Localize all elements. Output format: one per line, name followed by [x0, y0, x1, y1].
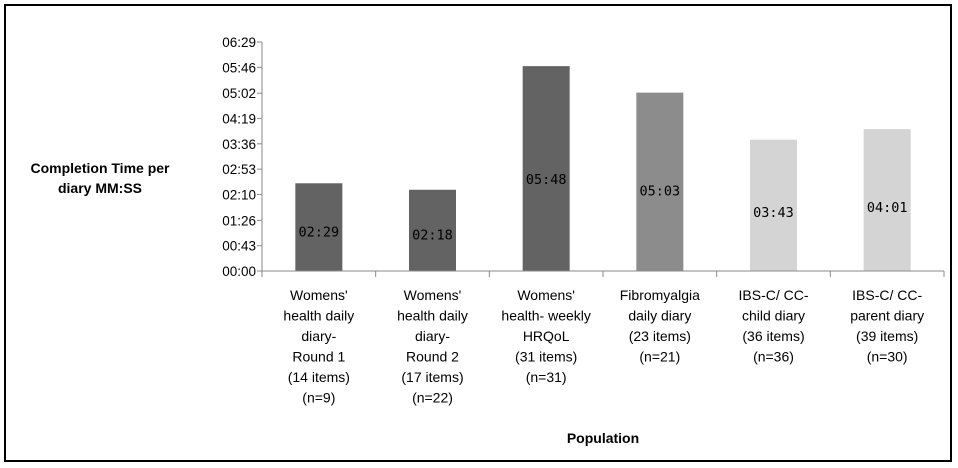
y-axis-title-line: Completion Time per [31, 160, 171, 176]
y-axis-title: Completion Time per diary MM:SS [31, 160, 171, 196]
y-tick-label: 00:43 [222, 239, 256, 254]
bar-value-label: 02:29 [299, 225, 340, 241]
y-tick-label: 03:36 [222, 137, 256, 152]
x-axis [261, 270, 945, 277]
x-category-label: Womens' health daily diary-Round 1 (14 item… [283, 287, 354, 406]
bar [636, 92, 684, 271]
bar [750, 139, 797, 271]
x-category-label: Fibromyalgia daily diary (23 items) (n=21) [620, 287, 700, 365]
y-axis-title-line: diary MM:SS [58, 180, 142, 196]
bars: 02:29 02:18 05:48 05:03 03:43 04:01 [295, 66, 911, 271]
y-tick-label: 02:53 [222, 162, 256, 177]
x-category-label: Womens' health- weekly HRQoL (31 items) (n=3… [501, 287, 591, 385]
y-tick-label: 05:02 [222, 86, 256, 101]
y-tick-label: 06:29 [222, 35, 256, 50]
bar-value-label: 02:18 [412, 227, 453, 243]
y-tick-label: 01:26 [222, 213, 256, 228]
bar-value-label: 05:48 [526, 172, 567, 188]
x-category-label: IBS-C/ CC-parent diary (39 items) (n=30) [850, 287, 924, 365]
y-axis-ticks: 00:00 00:43 01:26 02:10 02:53 03:36 04:19 05:02… [222, 35, 263, 279]
y-tick-label: 05:46 [222, 60, 256, 75]
bar-value-label: 04:01 [867, 200, 908, 216]
bar [863, 129, 911, 271]
x-axis-title: Population [567, 430, 639, 446]
bar [522, 66, 570, 271]
bar-value-label: 03:43 [753, 205, 794, 221]
x-category-label: IBS-C/ CC-child diary (36 items) (n=36) [739, 287, 809, 365]
y-tick-label: 00:00 [222, 264, 256, 279]
y-tick-label: 02:10 [222, 187, 256, 202]
bar [295, 183, 343, 271]
bar [409, 189, 456, 271]
x-axis-categories: Womens' health daily diary-Round 1 (14 item… [283, 287, 924, 406]
x-category-label: Womens' health daily diary-Round 2 (17 item… [397, 287, 468, 406]
y-tick-label: 04:19 [222, 112, 256, 127]
bar-value-label: 05:03 [640, 184, 681, 200]
